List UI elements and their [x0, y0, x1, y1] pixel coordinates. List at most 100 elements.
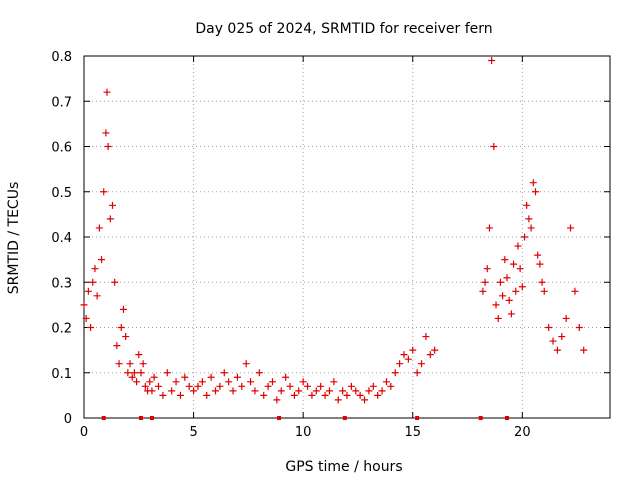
data-point [277, 387, 285, 395]
baseline-marker [504, 416, 509, 420]
data-point [531, 188, 539, 196]
data-point [369, 382, 377, 390]
data-point [146, 378, 154, 386]
data-point [501, 256, 509, 264]
data-point [525, 215, 533, 223]
data-point [150, 373, 158, 381]
data-point [93, 292, 101, 300]
data-point [135, 351, 143, 359]
y-tick-label: 0.6 [51, 141, 72, 156]
data-point [521, 233, 529, 241]
data-point [529, 179, 537, 187]
data-point [172, 378, 180, 386]
data-point [91, 265, 99, 273]
data-point [538, 278, 546, 286]
data-point [264, 382, 272, 390]
data-point [514, 242, 522, 250]
data-point [251, 387, 259, 395]
data-point [268, 378, 276, 386]
data-point [317, 382, 325, 390]
data-point [295, 387, 303, 395]
data-point [181, 373, 189, 381]
data-point [361, 396, 369, 404]
x-tick-label: 20 [514, 425, 531, 440]
data-point [260, 391, 268, 399]
data-point [176, 391, 184, 399]
data-point [422, 333, 430, 341]
x-axis-label: GPS time / hours [285, 459, 402, 475]
data-point [108, 201, 116, 209]
data-point [304, 382, 312, 390]
data-point [503, 274, 511, 282]
baseline-marker [478, 416, 483, 420]
data-point [479, 287, 487, 295]
data-point [534, 251, 542, 259]
data-point [400, 351, 408, 359]
data-point [308, 391, 316, 399]
data-point [413, 369, 421, 377]
data-point [155, 382, 163, 390]
data-point [562, 314, 570, 322]
y-tick-label: 0.2 [51, 322, 72, 337]
data-point [545, 324, 553, 331]
data-point [203, 391, 211, 399]
data-point [347, 382, 355, 390]
baseline-marker [101, 416, 106, 420]
y-tick-label: 0 [64, 412, 72, 427]
data-point [494, 314, 502, 322]
data-point [553, 346, 561, 354]
plot-frame [83, 55, 611, 419]
data-point [483, 265, 491, 273]
data-point [523, 201, 531, 209]
data-point [558, 333, 566, 341]
data-point [382, 378, 390, 386]
data-point [499, 292, 507, 300]
data-point [567, 224, 575, 232]
y-tick-label: 0.8 [51, 50, 72, 65]
data-point [141, 382, 149, 390]
data-point [409, 346, 417, 354]
data-point [273, 396, 281, 404]
data-point [356, 391, 364, 399]
data-point [139, 360, 147, 368]
y-tick-label: 0.1 [51, 367, 72, 382]
data-point [299, 378, 307, 386]
data-point [87, 324, 95, 331]
chart-title: Day 025 of 2024, SRMTID for receiver fer… [195, 21, 492, 37]
data-point [516, 265, 524, 273]
data-point [103, 88, 111, 96]
data-point [481, 278, 489, 286]
data-point [233, 373, 241, 381]
data-point [229, 387, 237, 395]
data-point [282, 373, 290, 381]
data-point [220, 369, 228, 377]
data-point [343, 391, 351, 399]
data-point [352, 387, 360, 395]
data-point [536, 260, 544, 268]
data-point [130, 369, 138, 377]
data-point [507, 310, 515, 318]
y-axis-label: SRMTID / TECUs [6, 182, 22, 295]
grid [84, 56, 610, 418]
data-point [89, 278, 97, 286]
data-point [290, 391, 298, 399]
data-point [404, 355, 412, 363]
data-point [102, 129, 110, 137]
data-point [518, 283, 526, 291]
data-point [321, 391, 329, 399]
data-point [496, 278, 504, 286]
data-point [334, 396, 342, 404]
data-point [339, 387, 347, 395]
data-point [247, 378, 255, 386]
baseline-marker [277, 416, 282, 420]
y-tick-label: 0.4 [51, 231, 72, 246]
data-point [391, 369, 399, 377]
data-point [82, 314, 90, 322]
baseline-marker [149, 416, 154, 420]
data-point [128, 373, 136, 381]
data-point [126, 360, 134, 368]
data-point [387, 382, 395, 390]
baseline-marker [415, 416, 420, 420]
data-point [571, 287, 579, 295]
